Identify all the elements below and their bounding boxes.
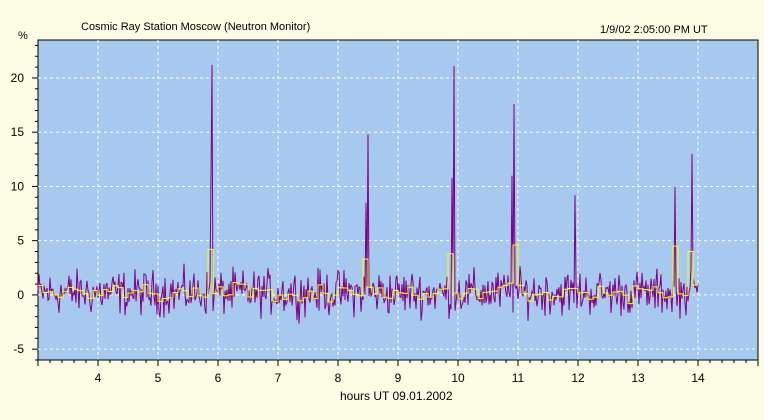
y-axis-unit-label: % (18, 30, 28, 42)
y-tick-label: -5 (13, 342, 24, 356)
y-tick-label: 5 (17, 234, 24, 248)
chart-title: Cosmic Ray Station Moscow (Neutron Monit… (81, 21, 311, 33)
x-tick-label: 12 (571, 371, 585, 385)
x-tick-label: 5 (155, 371, 162, 385)
x-tick-label: 10 (451, 371, 465, 385)
timestamp-label: 1/9/02 2:05:00 PM UT (600, 24, 708, 36)
x-tick-label: 7 (275, 371, 282, 385)
series-5min-line (38, 244, 698, 305)
x-tick-label: 13 (631, 371, 645, 385)
x-tick-label: 14 (691, 371, 705, 385)
y-tick-label: 0 (17, 288, 24, 302)
x-tick-label: 6 (215, 371, 222, 385)
y-tick-label: 10 (11, 179, 25, 193)
y-tick-label: 15 (11, 125, 25, 139)
x-tick-label: 9 (395, 371, 402, 385)
x-axis-label: hours UT 09.01.2002 (340, 389, 453, 403)
y-tick-label: 20 (11, 71, 25, 85)
x-tick-label: 8 (335, 371, 342, 385)
x-tick-label: 4 (95, 371, 102, 385)
x-tick-label: 11 (512, 371, 525, 385)
